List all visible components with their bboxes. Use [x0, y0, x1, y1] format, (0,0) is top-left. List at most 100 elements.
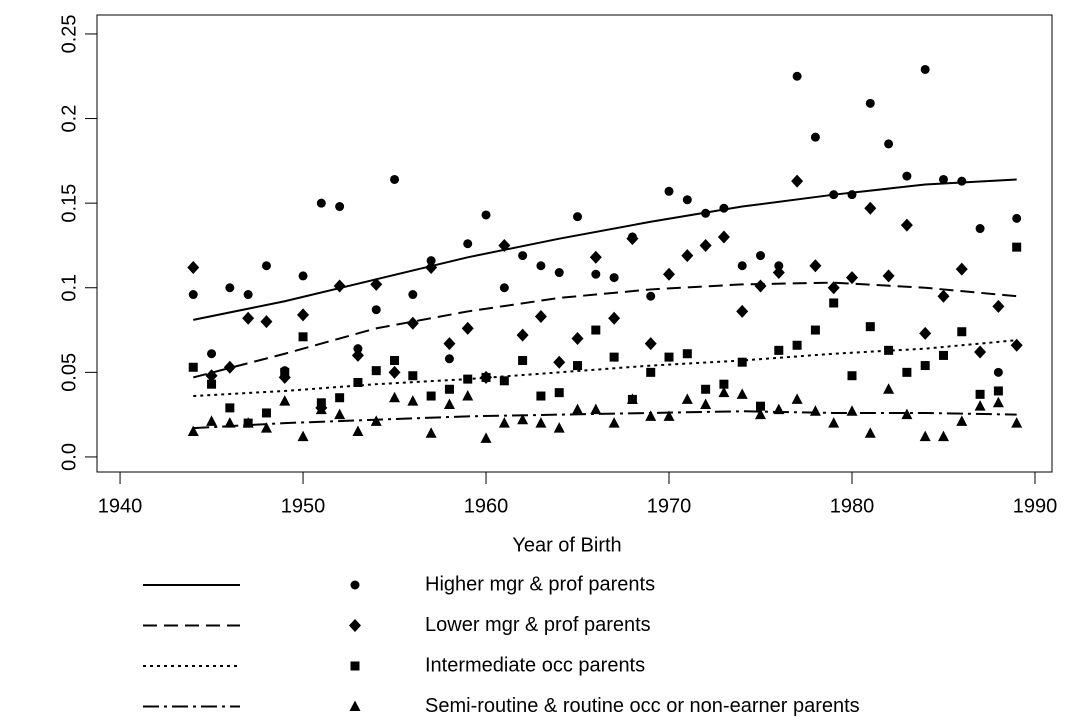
point: [370, 277, 383, 291]
point: [390, 355, 400, 365]
point: [919, 326, 932, 340]
point: [370, 415, 382, 426]
point: [443, 337, 456, 351]
y-tick-label: 0.2: [58, 105, 80, 133]
legend-marker: [349, 700, 361, 711]
point: [499, 376, 509, 386]
fit-line: [193, 339, 1017, 398]
point: [663, 267, 676, 281]
point: [207, 349, 217, 359]
point: [425, 260, 438, 274]
point: [902, 171, 912, 181]
x-tick-label: 1970: [647, 495, 692, 517]
point: [681, 249, 694, 263]
point: [225, 403, 235, 413]
point: [865, 98, 875, 108]
point: [828, 417, 840, 428]
point: [920, 64, 930, 74]
point: [810, 132, 820, 142]
point: [297, 308, 310, 322]
point: [938, 174, 948, 184]
point: [957, 327, 967, 337]
point: [992, 299, 1005, 313]
point: [207, 379, 217, 389]
y-tick-label: 0.1: [58, 274, 80, 302]
point: [335, 202, 345, 212]
point: [772, 266, 785, 280]
point: [992, 396, 1004, 408]
y-tick-label: 0.15: [58, 184, 80, 223]
point: [518, 355, 528, 365]
point: [827, 281, 840, 295]
point: [864, 427, 876, 438]
x-tick-label: 1940: [98, 495, 143, 517]
point: [335, 393, 345, 403]
point: [847, 190, 857, 200]
point: [664, 186, 674, 196]
point: [864, 201, 877, 215]
point: [461, 321, 474, 335]
point: [993, 367, 1003, 377]
point: [480, 432, 492, 443]
legend-marker: [350, 580, 360, 590]
point: [975, 224, 985, 234]
point: [554, 268, 564, 278]
point: [224, 417, 236, 428]
point: [718, 386, 730, 398]
point: [900, 218, 913, 232]
point: [644, 337, 657, 351]
point: [920, 361, 930, 371]
point: [260, 422, 272, 433]
point: [408, 371, 418, 381]
point: [865, 322, 875, 332]
point: [1011, 417, 1023, 428]
point: [498, 238, 511, 252]
point: [884, 139, 894, 149]
point: [608, 417, 620, 428]
legend-label: Intermediate occ parents: [425, 654, 645, 676]
point: [956, 415, 968, 426]
point: [518, 251, 528, 261]
point: [773, 403, 785, 415]
point: [737, 357, 747, 367]
point: [884, 345, 894, 355]
point: [573, 212, 583, 222]
point: [371, 366, 381, 376]
point: [444, 384, 454, 394]
point: [608, 311, 621, 325]
point: [205, 369, 218, 383]
point: [700, 398, 712, 409]
point: [609, 352, 619, 362]
point: [499, 283, 509, 293]
point: [719, 379, 729, 389]
point: [316, 198, 326, 208]
point: [426, 256, 436, 266]
x-axis-label: Year of Birth: [512, 534, 621, 556]
point: [481, 372, 491, 382]
point: [974, 345, 987, 359]
point: [571, 332, 584, 346]
point: [957, 176, 967, 186]
point: [297, 430, 309, 442]
point: [701, 384, 711, 394]
point: [754, 279, 767, 293]
point: [573, 361, 583, 371]
point: [845, 271, 858, 285]
point: [591, 325, 601, 335]
point: [280, 367, 290, 377]
point: [260, 315, 273, 329]
point: [645, 410, 657, 421]
point: [334, 408, 346, 420]
point: [443, 398, 455, 409]
point: [425, 427, 437, 438]
point: [554, 388, 564, 398]
point: [756, 251, 766, 261]
point: [517, 413, 529, 425]
fit-line: [193, 178, 1017, 321]
point: [390, 174, 400, 184]
point: [646, 291, 656, 301]
legend-label: Semi-routine & routine occ or non-earner…: [425, 695, 860, 716]
y-tick-label: 0.05: [58, 353, 80, 392]
point: [535, 417, 547, 428]
point: [609, 273, 619, 283]
